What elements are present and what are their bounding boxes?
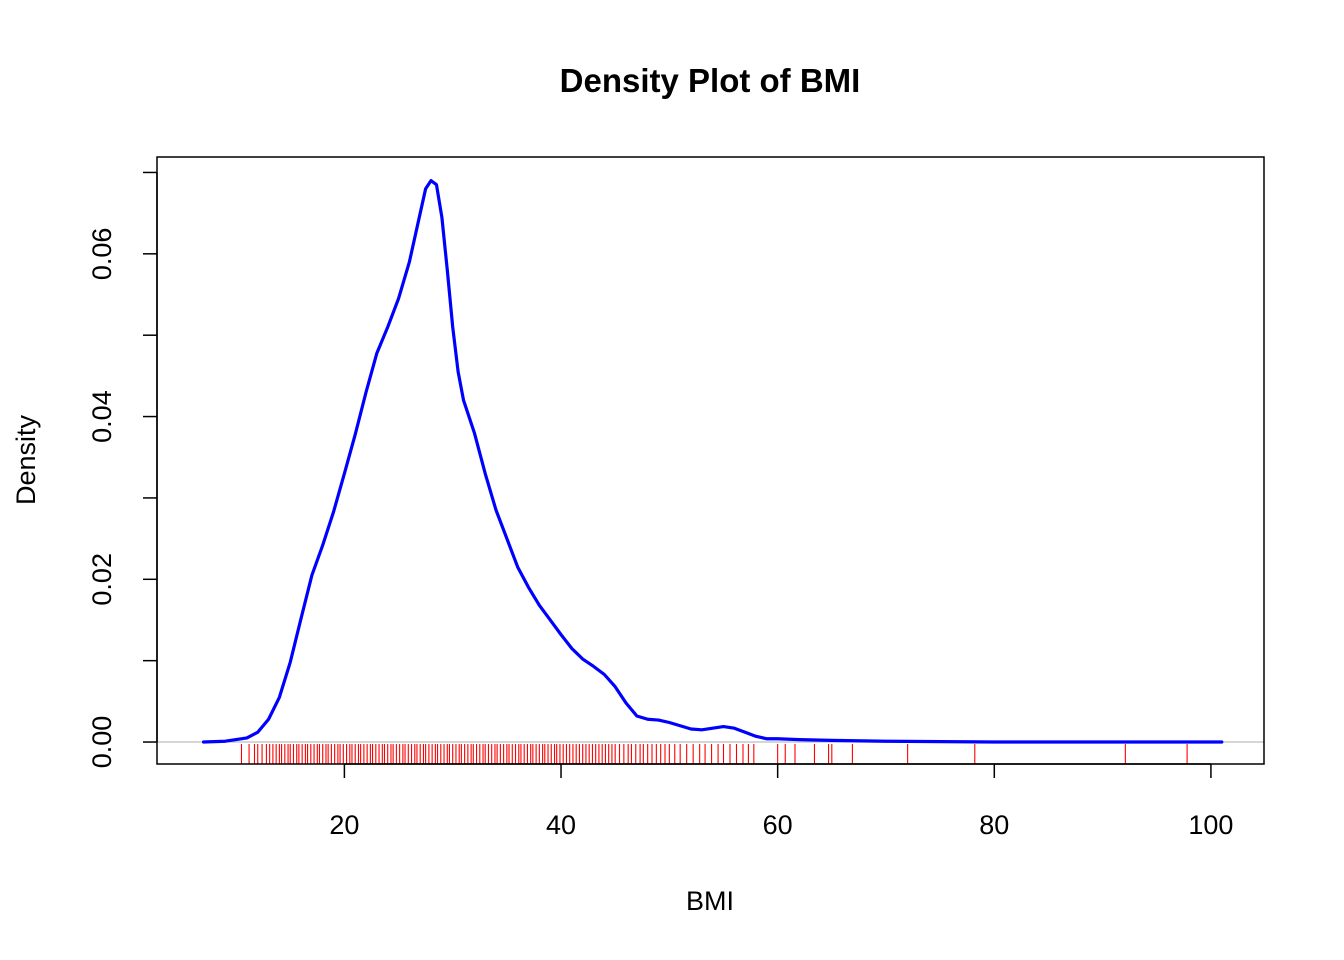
density-series-group	[201, 179, 1224, 744]
x-tick-label: 20	[329, 810, 359, 840]
x-axis-label: BMI	[686, 886, 734, 916]
x-tick-label: 100	[1188, 810, 1233, 840]
y-tick-label: 0.02	[87, 553, 117, 606]
y-axis-label: Density	[11, 414, 41, 505]
x-tick-label: 40	[546, 810, 576, 840]
x-tick-label: 80	[979, 810, 1009, 840]
y-tick-label: 0.04	[87, 390, 117, 443]
plot-frame	[156, 156, 1265, 765]
rug-group	[240, 744, 1188, 765]
y-tick-label: 0.00	[87, 716, 117, 769]
y-tick-label: 0.06	[87, 228, 117, 281]
y-axis: 0.00 0.02 0.04 0.06	[87, 171, 158, 769]
x-tick-label: 60	[763, 810, 793, 840]
density-curve	[201, 179, 1224, 744]
x-axis: 20 40 60 80 100	[329, 763, 1233, 840]
chart-title: Density Plot of BMI	[560, 62, 861, 99]
